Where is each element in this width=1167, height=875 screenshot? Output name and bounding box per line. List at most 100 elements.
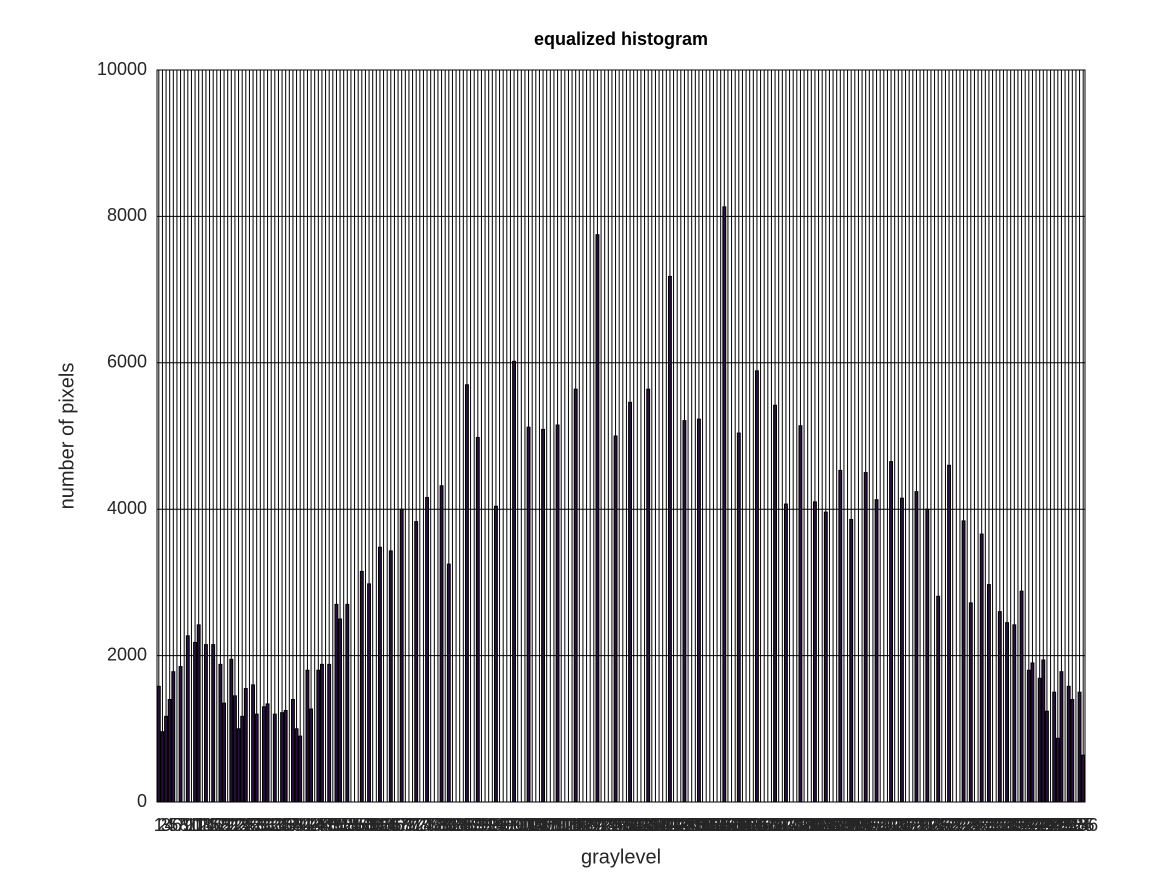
x-tick-label: 62 [370, 815, 390, 835]
x-tick-label: 51 [330, 815, 350, 835]
bar [555, 424, 560, 803]
x-tick-label: 80 [435, 815, 455, 835]
x-tick-label: 99 [504, 815, 524, 835]
bar [1030, 662, 1035, 803]
x-tick-label: 104 [517, 815, 547, 835]
x-tick-label: 12 [189, 815, 209, 835]
bar [823, 511, 828, 803]
x-tick-label: 207 [891, 815, 921, 835]
x-tick-label: 95 [490, 815, 510, 835]
bar [243, 688, 248, 803]
x-tick-label: 209 [898, 815, 928, 835]
bar [203, 644, 208, 803]
x-tick-label: 85 [453, 815, 473, 835]
x-tick-label: 13 [192, 815, 212, 835]
bar [1081, 754, 1086, 803]
x-tick-label: 114 [554, 815, 583, 835]
bar [863, 472, 868, 803]
x-tick-label: 93 [482, 815, 502, 835]
x-tick-label: 242 [1017, 815, 1047, 835]
x-tick-label: 155 [702, 815, 732, 835]
plot-frame [156, 69, 1086, 803]
x-tick-label: 200 [865, 815, 895, 835]
y-tick-label: 4000 [107, 498, 147, 518]
x-tick-label: 61 [366, 815, 386, 835]
x-tick-label: 186 [814, 815, 844, 835]
x-tick-label: 206 [887, 815, 917, 835]
x-tick-label: 202 [872, 815, 902, 835]
x-tick-label: 74 [413, 815, 433, 835]
bar [254, 713, 259, 803]
x-tick-label: 43 [301, 815, 321, 835]
bar [414, 521, 419, 803]
bar [171, 671, 176, 803]
bar [754, 370, 759, 803]
x-tick-label: 3 [161, 815, 171, 835]
x-tick-label: 208 [894, 815, 924, 835]
bar [156, 685, 161, 803]
x-tick-label: 67 [388, 815, 408, 835]
bar [1059, 671, 1064, 803]
bar [464, 384, 469, 803]
bar [595, 234, 600, 803]
x-tick-label: 154 [698, 815, 728, 835]
bar [682, 420, 687, 803]
x-tick-label: 241 [1014, 815, 1044, 835]
bar [236, 728, 241, 803]
x-tick-label: 147 [673, 815, 703, 835]
x-tick-label: 130 [611, 815, 641, 835]
x-tick-label: 60 [363, 815, 383, 835]
x-tick-label: 173 [767, 815, 797, 835]
x-tick-label: 175 [775, 815, 805, 835]
x-tick-label: 253 [1057, 815, 1087, 835]
x-tick-label: 140 [648, 815, 678, 835]
x-tick-label: 190 [829, 815, 859, 835]
x-tick-label: 219 [934, 815, 964, 835]
x-tick-label: 245 [1028, 815, 1058, 835]
x-tick-label: 9 [183, 815, 193, 835]
x-tick-label: 167 [746, 815, 776, 835]
x-tick-label: 125 [593, 815, 623, 835]
x-tick-label: 230 [974, 815, 1004, 835]
x-tick-label: 108 [532, 815, 562, 835]
x-tick-label: 68 [392, 815, 412, 835]
x-tick-label: 89 [468, 815, 488, 835]
x-tick-label: 246 [1032, 815, 1062, 835]
x-tick-label: 176 [778, 815, 808, 835]
x-tick-label: 199 [862, 815, 892, 835]
x-tick-label: 238 [1003, 815, 1033, 835]
x-tick-label: 118 [569, 815, 598, 835]
x-tick-label: 44 [305, 815, 325, 835]
bar [1041, 659, 1046, 803]
x-tick-label: 188 [822, 815, 852, 835]
bar [838, 469, 843, 803]
x-tick-label: 52 [334, 815, 354, 835]
x-tick-label: 17 [207, 815, 227, 835]
bar [849, 518, 854, 803]
x-tick-label: 20 [218, 815, 238, 835]
bar [388, 550, 393, 803]
x-tick-label: 163 [731, 815, 761, 835]
x-tick-label: 170 [756, 815, 786, 835]
x-tick-label: 193 [840, 815, 870, 835]
x-tick-label: 36 [276, 815, 296, 835]
x-tick-label: 217 [927, 815, 957, 835]
x-tick-label: 129 [608, 815, 638, 835]
x-tick-label: 49 [323, 815, 343, 835]
x-tick-label: 103 [514, 815, 544, 835]
bar [160, 731, 165, 803]
bar [265, 703, 270, 803]
bar [1005, 622, 1010, 803]
bar [232, 695, 237, 803]
bar [218, 663, 223, 803]
x-tick-label: 10 [181, 815, 201, 835]
bar [925, 508, 930, 803]
x-tick-label: 96 [493, 815, 513, 835]
x-tick-label: 119 [572, 815, 601, 835]
x-tick-label: 145 [666, 815, 696, 835]
bar [889, 461, 894, 803]
x-tick-label: 64 [377, 815, 397, 835]
x-tick-label: 150 [684, 815, 714, 835]
x-tick-label: 72 [406, 815, 426, 835]
x-tick-label: 252 [1054, 815, 1084, 835]
